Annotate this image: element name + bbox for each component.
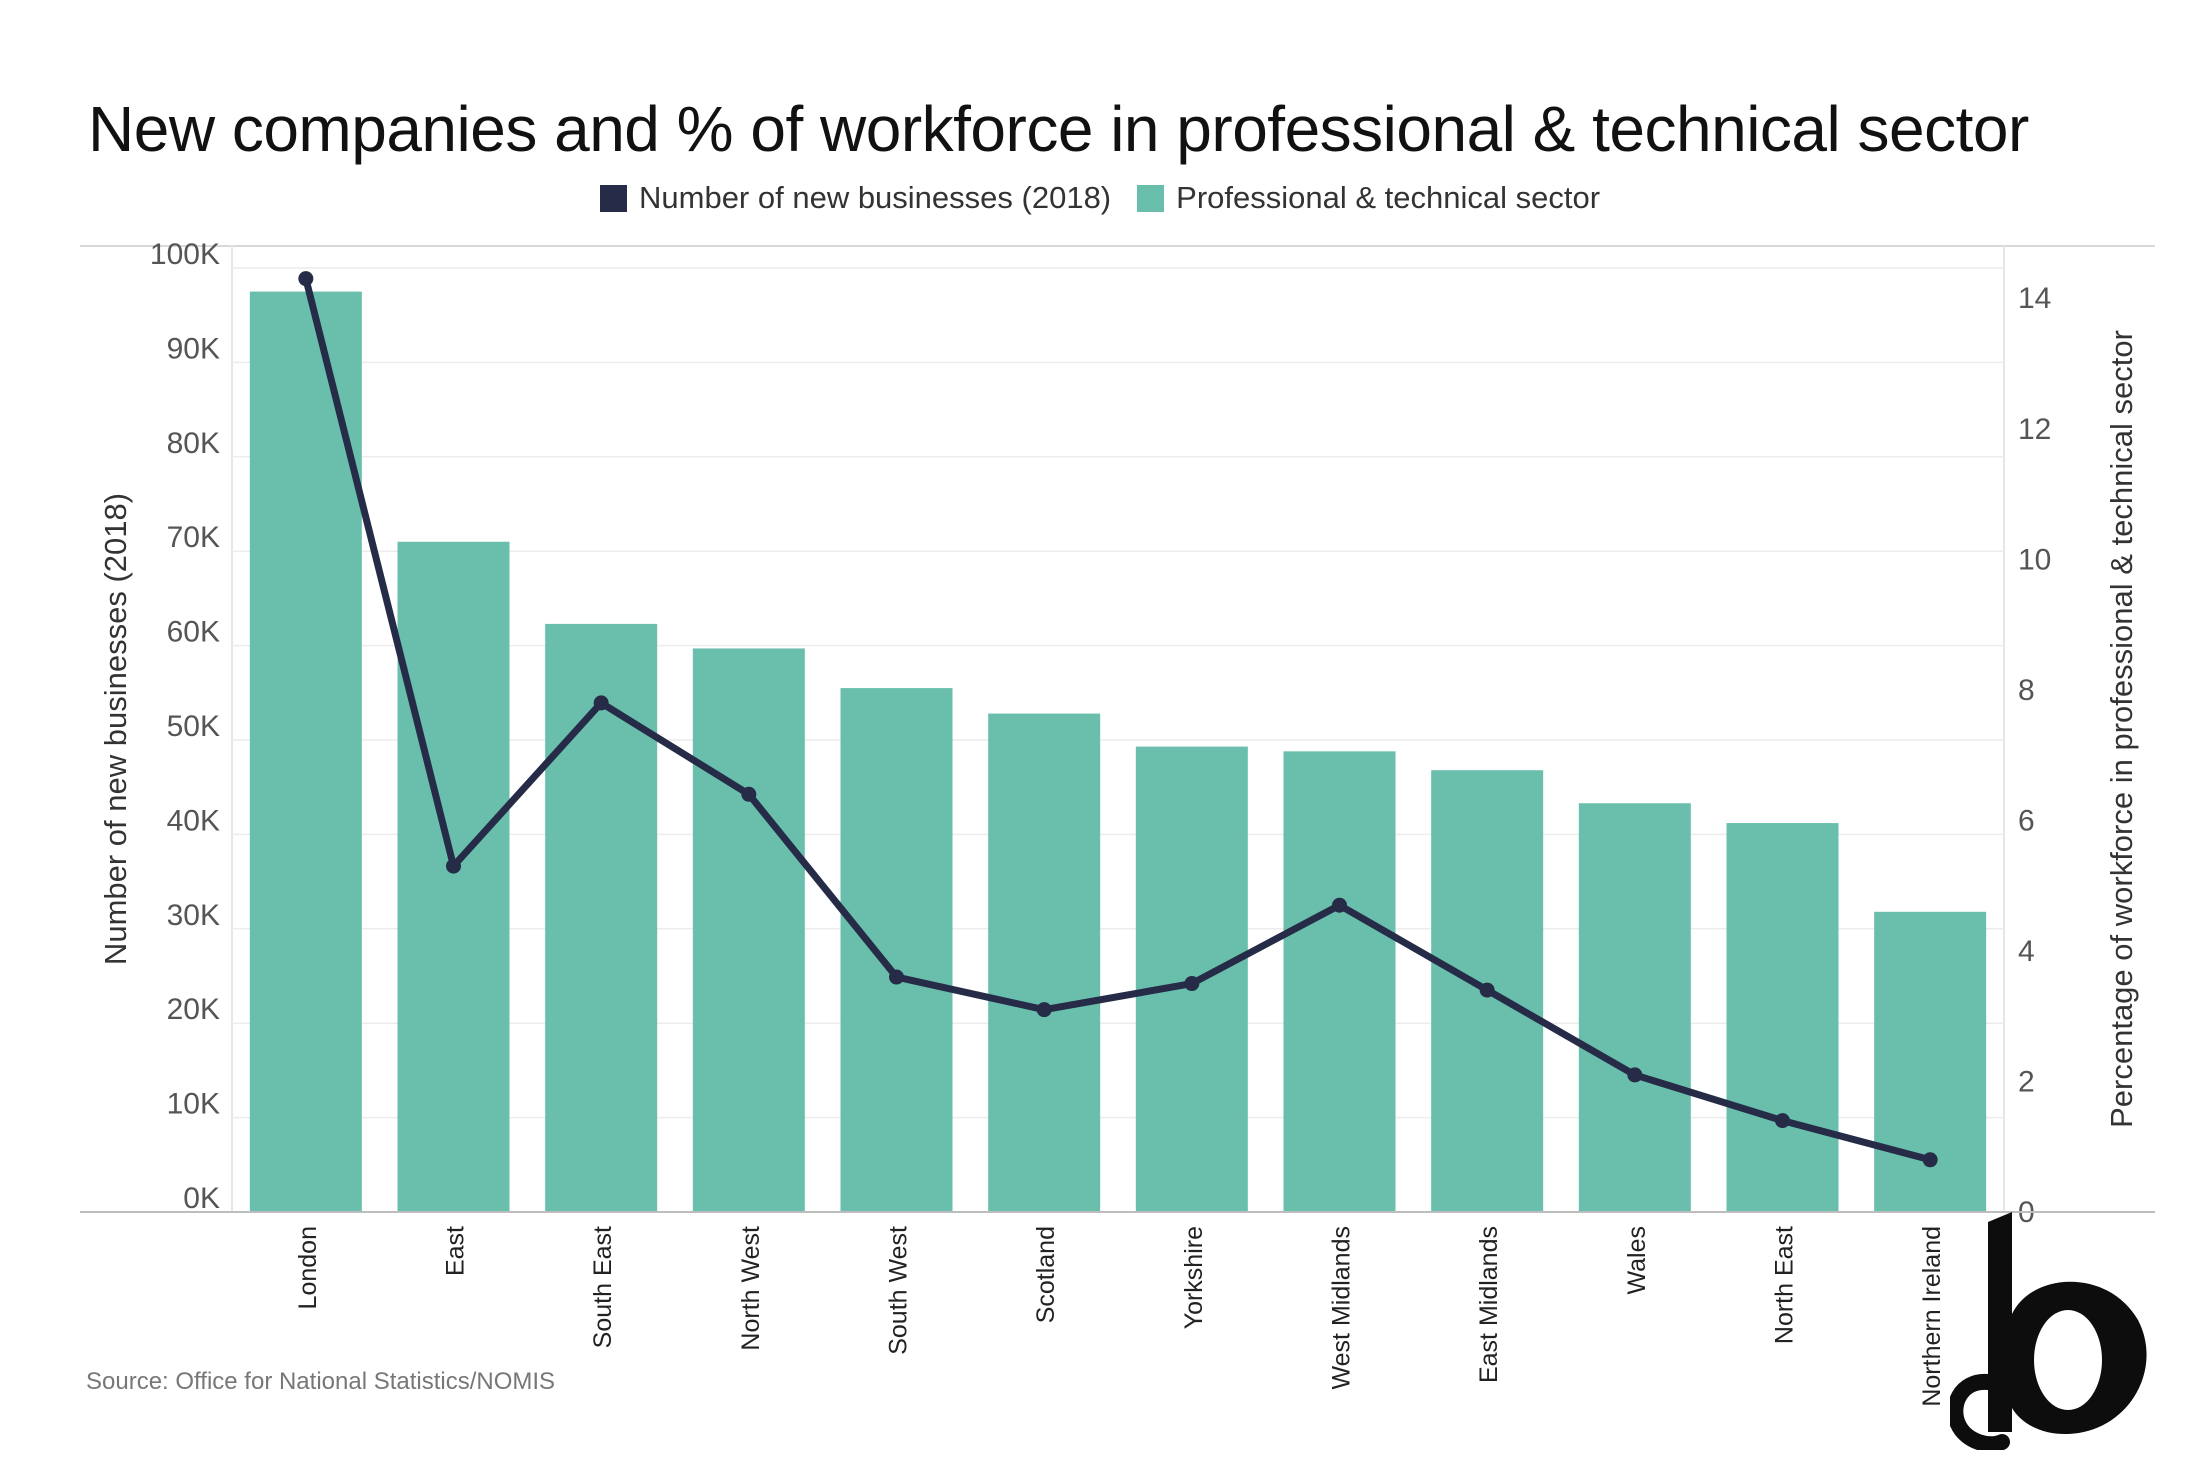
line-point [1479,982,1495,998]
bar [249,291,362,1213]
y-tick-label: 30K [167,899,220,932]
bar [1726,823,1839,1212]
x-tick-label: East [442,1226,470,1276]
bar [1283,751,1396,1212]
x-tick-label: South West [885,1226,913,1355]
line-series [302,275,1934,1164]
x-tick-label: North East [1771,1226,1799,1344]
y-right-tick-label: 6 [2018,804,2035,837]
x-tick-label: East Midlands [1475,1226,1503,1383]
y-tick-label: 90K [167,332,220,365]
y-right-tick-label: 12 [2018,413,2051,446]
y-tick-label: 60K [167,616,220,649]
line-point [889,969,904,985]
line-point [593,695,609,711]
y-axis-label: Number of new businesses (2018) [98,493,133,965]
x-tick-label: Scotland [1032,1226,1060,1323]
line-point [298,271,314,287]
line-point [1775,1113,1790,1129]
x-tick-label: North West [737,1226,765,1351]
legend-swatch-bar [1137,184,1165,212]
x-tick-label: Yorkshire [1180,1226,1208,1329]
x-tick-label: Wales [1623,1226,1651,1295]
y-right-tick-label: 4 [2018,935,2035,968]
y-tick-label: 70K [167,521,220,554]
y-tick-label: 10K [167,1088,220,1121]
bar [545,623,658,1212]
chart-legend: Number of new businesses (2018) Professi… [600,180,1600,216]
line-point [1922,1152,1938,1168]
legend-label-line: Number of new businesses (2018) [639,180,1112,215]
y-right-axis-label: Percentage of workforce in professional … [2104,330,2139,1128]
x-tick-label: West Midlands [1328,1226,1356,1390]
y-tick-label: 20K [167,993,220,1026]
legend-item-line[interactable]: Number of new businesses (2018) [600,180,1111,216]
source-note: Source: Office for National Statistics/N… [86,1368,556,1395]
y-right-tick-label: 2 [2018,1065,2035,1098]
y-tick-label: 50K [167,710,220,743]
line-point [1332,897,1347,913]
line-point [446,858,461,874]
y-tick-label: 40K [167,804,220,837]
legend-label-bar: Professional & technical sector [1176,180,1601,215]
bar [397,541,510,1212]
line-point [1036,1002,1052,1018]
x-tick-label: South East [589,1226,617,1348]
line-point [1184,976,1200,992]
publisher-logo-icon [1950,1212,2147,1450]
bar [1578,803,1691,1212]
y-right-tick-label: 8 [2018,674,2035,707]
x-tick-label: London [294,1226,322,1309]
legend-swatch-line [600,184,627,212]
legend-item-bar[interactable]: Professional & technical sector [1137,180,1600,216]
chart-title: New companies and % of workforce in prof… [88,93,2029,165]
x-tick-label: Northern Ireland [1918,1226,1946,1407]
y-tick-label: 80K [167,427,220,460]
y-tick-label: 100K [150,238,220,271]
bar [988,713,1101,1212]
bar [692,648,805,1212]
line-point [741,786,757,802]
y-right-tick-label: 10 [2018,543,2051,576]
line-point [1627,1067,1643,1083]
y-tick-label: 0K [183,1182,220,1215]
bar [840,688,953,1212]
y-right-tick-label: 14 [2018,282,2051,315]
